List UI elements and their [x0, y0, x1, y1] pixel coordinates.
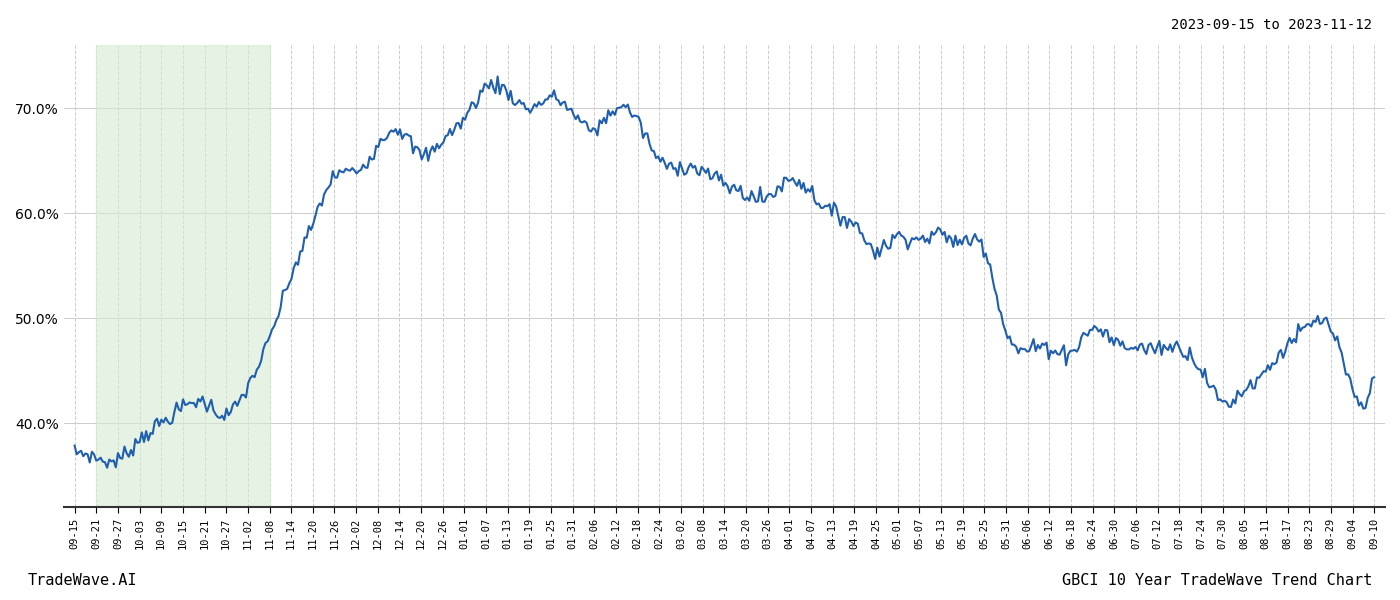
Text: 2023-09-15 to 2023-11-12: 2023-09-15 to 2023-11-12 — [1170, 18, 1372, 32]
Text: GBCI 10 Year TradeWave Trend Chart: GBCI 10 Year TradeWave Trend Chart — [1061, 573, 1372, 588]
Text: TradeWave.AI: TradeWave.AI — [28, 573, 137, 588]
Bar — [97, 45, 270, 508]
